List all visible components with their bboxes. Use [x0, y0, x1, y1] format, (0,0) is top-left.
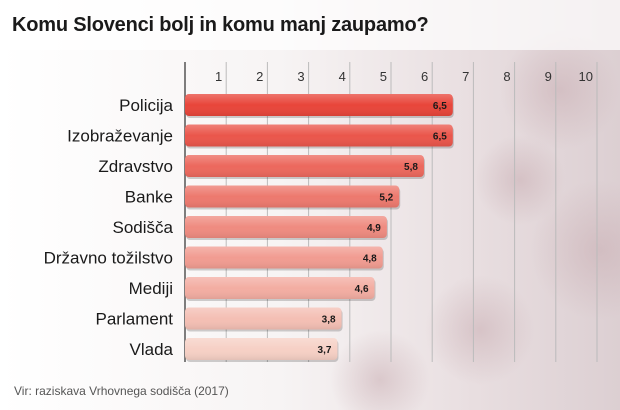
- value-label: 3,7: [318, 345, 332, 356]
- value-label: 5,8: [404, 162, 418, 173]
- bar-highlight: [185, 246, 383, 269]
- category-label: Sodišča: [113, 218, 174, 237]
- category-label: Državno tožilstvo: [44, 249, 173, 268]
- bar-highlight: [185, 94, 453, 116]
- source-note: Vir: raziskava Vrhovnega sodišča (2017): [14, 384, 229, 398]
- value-label: 4,6: [355, 284, 369, 295]
- chart-title: Komu Slovenci bolj in komu manj zaupamo?: [12, 14, 429, 36]
- x-tick-label: 1: [215, 69, 222, 84]
- value-label: 3,8: [322, 315, 336, 326]
- bar-highlight: [185, 277, 375, 299]
- bar-highlight: [185, 124, 453, 147]
- bar-highlight: [185, 155, 424, 177]
- category-label: Vlada: [130, 340, 174, 359]
- bar-highlight: [185, 307, 342, 330]
- category-label: Policija: [119, 96, 173, 115]
- category-label: Izobraževanje: [67, 127, 173, 146]
- value-label: 6,5: [433, 132, 447, 143]
- x-tick-label: 10: [579, 69, 593, 84]
- bar-highlight: [185, 216, 387, 238]
- x-tick-label: 4: [339, 69, 346, 84]
- bar-highlight: [185, 185, 400, 208]
- category-label: Zdravstvo: [98, 157, 173, 176]
- bar-highlight: [185, 338, 338, 360]
- value-label: 4,8: [363, 254, 377, 265]
- x-tick-label: 3: [297, 69, 304, 84]
- x-tick-label: 5: [380, 69, 387, 84]
- value-label: 5,2: [379, 193, 393, 204]
- x-tick-label: 8: [503, 69, 510, 84]
- x-tick-label: 6: [421, 69, 428, 84]
- category-label: Mediji: [129, 279, 173, 298]
- value-label: 6,5: [433, 101, 447, 112]
- x-tick-label: 9: [545, 69, 552, 84]
- value-label: 4,9: [367, 223, 381, 234]
- category-label: Parlament: [96, 310, 174, 329]
- x-tick-label: 2: [256, 69, 263, 84]
- x-tick-label: 7: [462, 69, 469, 84]
- category-label: Banke: [125, 188, 173, 207]
